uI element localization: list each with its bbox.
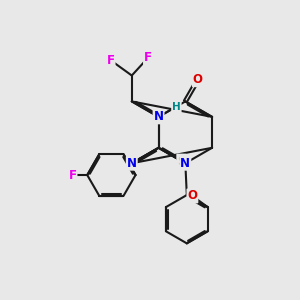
Text: F: F [68,169,76,182]
Text: N: N [127,157,137,170]
Text: S: S [177,154,186,167]
Text: F: F [106,54,115,67]
Text: H: H [172,102,181,112]
Text: O: O [193,73,203,86]
Text: F: F [144,51,152,64]
Text: N: N [154,110,164,123]
Text: N: N [180,157,190,170]
Text: O: O [188,189,197,203]
